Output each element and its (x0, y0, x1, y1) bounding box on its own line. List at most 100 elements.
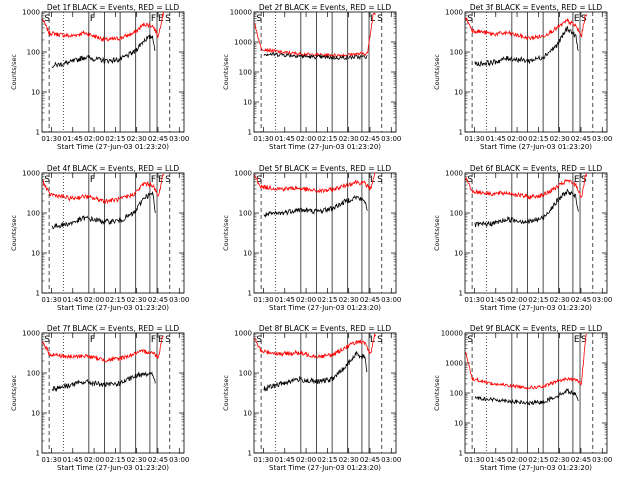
events-series-line (51, 190, 156, 230)
panel-title: Det 7f BLACK = Events, RED = LLD (47, 324, 180, 333)
x-tick-label: 01:30 (253, 135, 273, 143)
x-tick-label: 02:00 (296, 296, 316, 304)
x-axis-label: Start Time (27-Jun-03 01:23:20) (480, 464, 592, 472)
x-tick-label: 02:15 (105, 296, 125, 304)
x-tick-label: 01:30 (464, 135, 484, 143)
plot-frame (41, 332, 185, 454)
x-tick-label: 02:30 (550, 296, 570, 304)
interval-marker-label: S (467, 175, 473, 185)
x-tick-label: 02:15 (105, 456, 125, 464)
interval-marker-label: E (574, 335, 580, 345)
events-series-line (263, 194, 368, 219)
x-axis-label: Start Time (27-Jun-03 01:23:20) (480, 304, 592, 312)
x-tick-label: 03:00 (381, 456, 401, 464)
events-series-line (51, 371, 156, 393)
interval-marker-label: F (151, 14, 156, 24)
x-tick-label: 02:30 (550, 135, 570, 143)
x-tick-label: 02:15 (317, 296, 337, 304)
plot-frame (253, 172, 397, 294)
x-tick-label: 03:00 (169, 135, 189, 143)
y-tick-label: 10 (454, 250, 463, 258)
panel-title: Det 9f BLACK = Events, RED = LLD (470, 324, 603, 333)
x-tick-label: 02:30 (127, 456, 147, 464)
interval-marker-label: E (574, 175, 580, 185)
y-tick-label: 1000 (234, 39, 252, 47)
y-tick-label: 1 (36, 129, 40, 137)
y-tick-label: 1000 (445, 9, 463, 17)
x-tick-label: 03:00 (592, 456, 612, 464)
plot-frame (41, 11, 185, 133)
y-tick-label: 100 (27, 370, 40, 378)
x-tick-label: 01:45 (275, 296, 295, 304)
x-tick-label: 02:45 (571, 135, 591, 143)
y-tick-label: 10000 (230, 9, 252, 17)
x-tick-label: 01:45 (486, 296, 506, 304)
y-axis-label: Counts/sec (10, 215, 18, 251)
interval-marker-label: S (377, 175, 383, 185)
y-tick-label: 1 (248, 290, 252, 298)
x-tick-label: 02:00 (84, 135, 104, 143)
x-tick-label: 02:30 (127, 135, 147, 143)
y-axis-label: Counts/sec (222, 54, 230, 90)
x-tick-label: 02:45 (360, 296, 380, 304)
interval-marker-label: S (44, 335, 50, 345)
y-tick-label: 10000 (441, 330, 463, 338)
lld-series-line (465, 334, 587, 391)
y-tick-label: 1000 (234, 170, 252, 178)
x-tick-label: 03:00 (592, 135, 612, 143)
x-tick-label: 03:00 (592, 296, 612, 304)
y-tick-label: 100 (27, 210, 40, 218)
y-tick-label: 10 (31, 250, 40, 258)
x-tick-label: 02:15 (105, 135, 125, 143)
y-tick-label: 100 (450, 390, 463, 398)
y-axis-label: Counts/sec (433, 375, 441, 411)
x-tick-label: 03:00 (169, 456, 189, 464)
panel-title: Det 6f BLACK = Events, RED = LLD (470, 164, 603, 173)
x-axis-label: Start Time (27-Jun-03 01:23:20) (57, 304, 169, 312)
panel-9: Det 9f BLACK = Events, RED = LLD Counts/s… (433, 324, 612, 472)
interval-marker-label: S (44, 175, 50, 185)
y-tick-label: 1000 (234, 330, 252, 338)
x-tick-label: 02:00 (296, 135, 316, 143)
y-tick-label: 1 (459, 450, 463, 458)
panel-2: Det 2f BLACK = Events, RED = LLD Counts/s… (222, 3, 401, 151)
interval-marker-label: S (581, 335, 587, 345)
y-axis-label: Counts/sec (433, 54, 441, 90)
x-tick-label: 01:45 (486, 135, 506, 143)
x-tick-label: 02:00 (296, 456, 316, 464)
x-axis-label: Start Time (27-Jun-03 01:23:20) (269, 464, 381, 472)
x-tick-label: 02:45 (148, 296, 168, 304)
interval-marker-label: E (158, 175, 164, 185)
x-tick-label: 02:15 (528, 296, 548, 304)
interval-marker-label: S (165, 175, 171, 185)
panel-title: Det 3f BLACK = Events, RED = LLD (470, 3, 603, 12)
interval-marker-label: L (370, 335, 375, 345)
y-tick-label: 1 (248, 129, 252, 137)
x-tick-label: 01:45 (63, 296, 83, 304)
y-tick-label: 1000 (22, 9, 40, 17)
lld-series-line (254, 172, 376, 194)
x-tick-label: 01:30 (41, 456, 61, 464)
y-tick-label: 100 (239, 69, 252, 77)
x-tick-label: 02:45 (571, 296, 591, 304)
x-tick-label: 01:30 (464, 456, 484, 464)
interval-marker-label: S (256, 335, 262, 345)
interval-marker-label: F (90, 335, 95, 345)
interval-marker-label: F (151, 175, 156, 185)
y-tick-label: 10 (243, 250, 252, 258)
y-tick-label: 10 (243, 410, 252, 418)
y-tick-label: 1 (459, 290, 463, 298)
panel-3: Det 3f BLACK = Events, RED = LLD Counts/s… (433, 3, 612, 151)
interval-marker-label: E (158, 14, 164, 24)
y-tick-label: 1000 (445, 360, 463, 368)
x-tick-label: 01:45 (63, 456, 83, 464)
y-axis-label: Counts/sec (222, 215, 230, 251)
x-tick-label: 02:30 (127, 296, 147, 304)
y-tick-label: 1000 (22, 330, 40, 338)
plot-frame (253, 332, 397, 454)
y-tick-label: 100 (450, 49, 463, 57)
x-axis-label: Start Time (27-Jun-03 01:23:20) (269, 304, 381, 312)
interval-marker-label: E (574, 14, 580, 24)
y-axis-label: Counts/sec (433, 215, 441, 251)
panel-title: Det 2f BLACK = Events, RED = LLD (259, 3, 392, 12)
